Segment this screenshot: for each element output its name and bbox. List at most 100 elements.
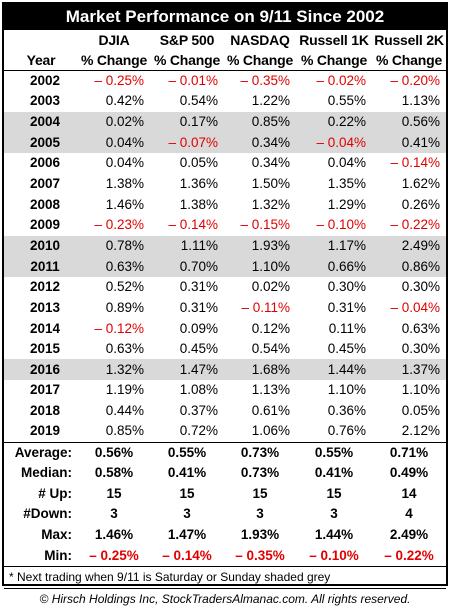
stat-row: Average: 0.56% 0.55% 0.73% 0.55% 0.71% <box>4 441 446 463</box>
value-cell: 1.32% <box>251 196 290 212</box>
table-row: 2010 0.78% 1.11% 1.93% 1.17% 2.49% <box>4 235 446 257</box>
value-cell: 0.34% <box>251 155 290 171</box>
value-cell: 0.04% <box>78 132 150 154</box>
value-cell: 1.13% <box>401 93 440 109</box>
stat-label: Min: <box>44 547 72 563</box>
footnote: * Next trading when 9/11 is Saturday or … <box>4 565 446 588</box>
value-cell: 1.22% <box>251 93 290 109</box>
value-cell: 0.26% <box>401 196 440 212</box>
value-cell: 0.45% <box>327 341 366 357</box>
value-cell: 1.68% <box>224 359 296 381</box>
year-cell: 2005 <box>4 132 78 154</box>
value-cell: 0.44% <box>105 403 144 419</box>
copyright: © Hirsch Holdings Inc, StockTradersAlman… <box>4 587 446 610</box>
value-cell: 0.30% <box>401 279 440 295</box>
value-cell: – 0.22% <box>390 217 440 233</box>
value-cell: 0.54% <box>179 93 218 109</box>
header-blank <box>4 30 78 50</box>
value-cell: – 0.11% <box>241 299 290 315</box>
value-cell: 1.37% <box>372 359 446 381</box>
value-cell: 0.41% <box>372 132 446 154</box>
value-cell: – 0.25% <box>78 70 150 92</box>
stat-value: 0.41% <box>167 464 207 480</box>
year-cell: 2012 <box>29 279 61 295</box>
value-cell: 0.89% <box>105 299 144 315</box>
stat-value: 0.49% <box>389 464 429 480</box>
value-cell: – 0.10% <box>316 217 366 233</box>
value-cell: 0.63% <box>401 320 440 336</box>
value-cell: – 0.23% <box>94 217 144 233</box>
year-cell: 2007 <box>29 176 61 192</box>
value-cell: 1.11% <box>150 235 224 257</box>
table-row: 2004 0.02% 0.17% 0.85% 0.22% 0.56% <box>4 111 446 133</box>
value-cell: 0.56% <box>372 111 446 133</box>
value-cell: – 0.15% <box>240 217 290 233</box>
year-cell: 2017 <box>29 382 61 398</box>
table-row: 2009 – 0.23% – 0.14% – 0.15% – 0.10% – 0.22% <box>4 215 446 236</box>
stat-label: Median: <box>20 464 72 480</box>
stat-value: 3 <box>110 506 118 522</box>
stat-value: 0.58% <box>94 464 134 480</box>
stat-value: 0.55% <box>150 441 224 463</box>
stat-value: – 0.25% <box>89 547 139 563</box>
value-cell: 0.02% <box>251 279 290 295</box>
value-cell: – 0.12% <box>94 320 144 336</box>
year-cell: 2010 <box>4 235 78 257</box>
stat-value: 15 <box>252 485 268 501</box>
header-row-1: DJIA S&P 500 NASDAQ Russell 1K Russell 2… <box>4 30 446 50</box>
value-cell: 0.86% <box>372 256 446 277</box>
value-cell: 2.12% <box>401 423 440 439</box>
year-cell: 2018 <box>29 403 61 419</box>
value-cell: 1.32% <box>78 359 150 381</box>
value-cell: 1.47% <box>150 359 224 381</box>
value-cell: 0.11% <box>328 320 366 336</box>
stat-row: Median: 0.58% 0.41% 0.73% 0.41% 0.49% <box>4 463 446 484</box>
value-cell: 0.63% <box>78 256 150 277</box>
table-row: 2002– 0.25% – 0.01% – 0.35% – 0.02% – 0.20% <box>4 70 446 92</box>
value-cell: 1.36% <box>179 176 218 192</box>
year-cell: 2004 <box>4 111 78 133</box>
table-row: 2006 0.04% 0.05% 0.34% 0.04% – 0.14% <box>4 153 446 174</box>
stat-label: # Up: <box>38 485 72 501</box>
stat-value: 3 <box>330 506 338 522</box>
stat-value: 0.56% <box>78 441 150 463</box>
value-cell: 1.38% <box>105 176 144 192</box>
stat-label: Max: <box>41 526 72 542</box>
value-cell: 0.72% <box>179 423 218 439</box>
table-row: 2014 – 0.12% 0.09% 0.12% 0.11% 0.63% <box>4 318 446 339</box>
value-cell: 2.49% <box>372 235 446 257</box>
value-cell: 1.93% <box>224 235 296 257</box>
table-row: 2018 0.44% 0.37% 0.61% 0.36% 0.05% <box>4 401 446 422</box>
value-cell: – 0.02% <box>296 70 372 92</box>
stat-row: #Down: 3 3 3 3 4 <box>4 504 446 525</box>
stats-body: Average: 0.56% 0.55% 0.73% 0.55% 0.71% Median:… <box>4 441 446 566</box>
stat-value: 4 <box>405 506 413 522</box>
value-cell: 1.10% <box>401 382 440 398</box>
header-change: % Change <box>375 52 443 68</box>
performance-table: DJIA S&P 500 NASDAQ Russell 1K Russell 2… <box>4 30 446 566</box>
value-cell: 1.50% <box>251 176 290 192</box>
stat-row: Max: 1.46% 1.47% 1.93% 1.44% 2.49% <box>4 525 446 546</box>
year-cell: 2016 <box>4 359 78 381</box>
value-cell: – 0.35% <box>224 70 296 92</box>
value-cell: 0.05% <box>179 155 218 171</box>
value-cell: – 0.04% <box>296 132 372 154</box>
value-cell: 0.61% <box>251 403 290 419</box>
stat-value: – 0.14% <box>162 547 212 563</box>
value-cell: 0.45% <box>179 341 218 357</box>
header-russell-1k: Russell 1K <box>299 32 369 48</box>
table-row: 2011 0.63% 0.70% 1.10% 0.66% 0.86% <box>4 256 446 277</box>
stat-value: 2.49% <box>389 526 429 542</box>
year-cell: 2011 <box>4 256 78 277</box>
table-title: Market Performance on 9/11 Since 2002 <box>4 4 446 30</box>
stat-row: Min: – 0.25% – 0.14% – 0.35% – 0.10% – 0.22% <box>4 545 446 566</box>
value-cell: 1.44% <box>296 359 372 381</box>
stat-value: 1.47% <box>167 526 207 542</box>
value-cell: 0.85% <box>224 111 296 133</box>
header-change: % Change <box>300 52 368 68</box>
value-cell: 0.63% <box>105 341 144 357</box>
stat-value: 0.55% <box>296 441 372 463</box>
value-cell: 1.38% <box>179 196 218 212</box>
value-cell: 0.31% <box>179 299 218 315</box>
stat-value: 0.71% <box>372 441 446 463</box>
